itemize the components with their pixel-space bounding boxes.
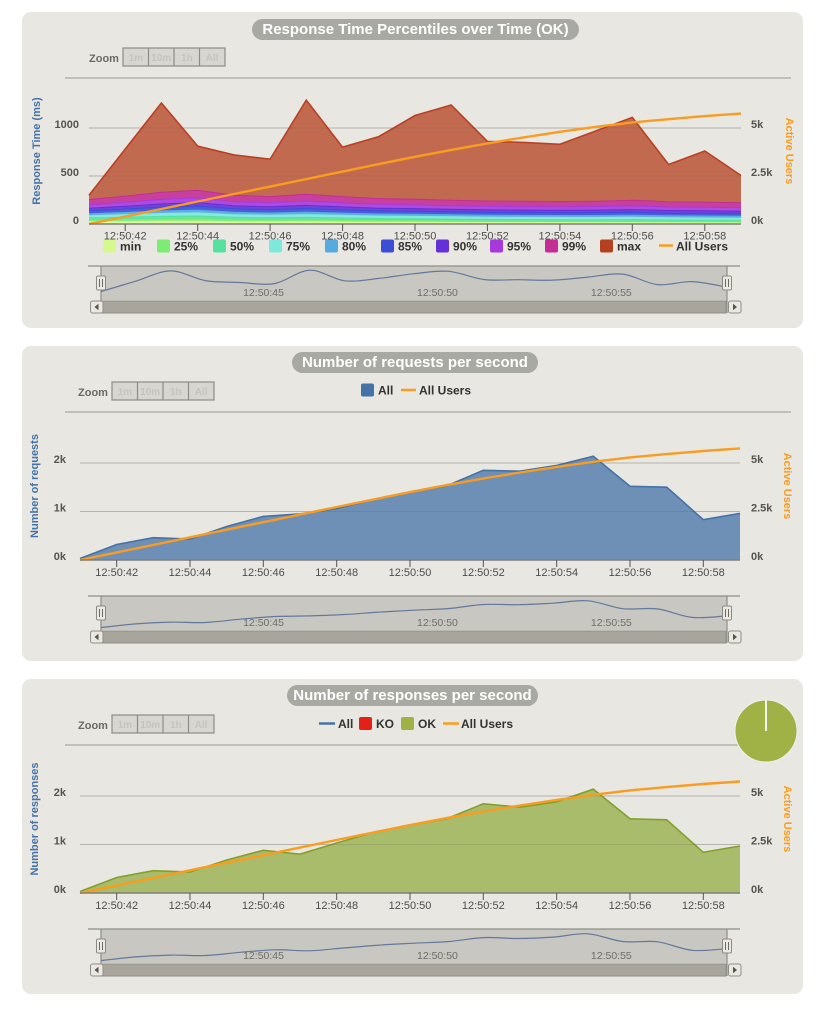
svg-text:12:50:58: 12:50:58 <box>682 567 725 579</box>
svg-text:12:50:48: 12:50:48 <box>315 900 358 912</box>
svg-text:12:50:50: 12:50:50 <box>389 900 432 912</box>
svg-text:12:50:46: 12:50:46 <box>249 231 292 243</box>
svg-text:0k: 0k <box>54 551 67 563</box>
svg-text:75%: 75% <box>286 240 310 254</box>
svg-text:1m: 1m <box>129 53 144 64</box>
svg-text:Zoom: Zoom <box>89 53 119 65</box>
svg-text:12:50:52: 12:50:52 <box>462 567 505 579</box>
svg-text:max: max <box>617 240 641 254</box>
svg-text:5k: 5k <box>751 787 764 799</box>
svg-text:12:50:50: 12:50:50 <box>389 567 432 579</box>
svg-text:All Users: All Users <box>419 384 471 398</box>
svg-text:90%: 90% <box>453 240 477 254</box>
svg-text:12:50:58: 12:50:58 <box>683 231 726 243</box>
svg-text:min: min <box>120 240 141 254</box>
svg-text:Response Time (ms): Response Time (ms) <box>31 97 43 205</box>
svg-text:KO: KO <box>376 717 394 731</box>
svg-text:12:50:42: 12:50:42 <box>95 900 138 912</box>
svg-text:All: All <box>195 720 208 731</box>
svg-text:OK: OK <box>418 717 436 731</box>
svg-text:All: All <box>195 387 208 398</box>
svg-text:12:50:44: 12:50:44 <box>169 900 212 912</box>
svg-text:Number of requests: Number of requests <box>29 434 41 538</box>
svg-text:10m: 10m <box>151 53 171 64</box>
svg-text:0k: 0k <box>54 884 67 896</box>
svg-text:Zoom: Zoom <box>78 387 108 399</box>
svg-text:1m: 1m <box>118 387 133 398</box>
svg-text:1k: 1k <box>54 836 67 848</box>
svg-text:Zoom: Zoom <box>78 720 108 732</box>
svg-text:12:50:48: 12:50:48 <box>315 567 358 579</box>
svg-text:50%: 50% <box>230 240 254 254</box>
svg-text:Number of responses: Number of responses <box>29 762 41 875</box>
svg-text:Active Users: Active Users <box>781 453 793 520</box>
svg-text:12:50:55: 12:50:55 <box>591 950 632 962</box>
svg-text:0k: 0k <box>751 884 764 896</box>
svg-text:12:50:55: 12:50:55 <box>591 617 632 629</box>
svg-text:All: All <box>206 53 219 64</box>
svg-text:2k: 2k <box>54 787 67 799</box>
svg-text:0k: 0k <box>751 551 764 563</box>
svg-text:12:50:52: 12:50:52 <box>462 900 505 912</box>
svg-text:10m: 10m <box>140 387 160 398</box>
svg-text:12:50:56: 12:50:56 <box>609 900 652 912</box>
svg-text:Number of responses per second: Number of responses per second <box>293 687 531 704</box>
svg-text:Active Users: Active Users <box>781 786 793 853</box>
svg-text:1h: 1h <box>170 387 182 398</box>
svg-text:All: All <box>378 384 393 398</box>
svg-text:12:50:58: 12:50:58 <box>682 900 725 912</box>
svg-text:5k: 5k <box>751 454 764 466</box>
svg-text:10m: 10m <box>140 720 160 731</box>
svg-text:99%: 99% <box>562 240 586 254</box>
svg-text:85%: 85% <box>398 240 422 254</box>
svg-text:12:50:46: 12:50:46 <box>242 900 285 912</box>
svg-text:Response Time Percentiles over: Response Time Percentiles over Time (OK) <box>262 21 568 38</box>
svg-text:1h: 1h <box>181 53 193 64</box>
svg-text:2.5k: 2.5k <box>751 503 773 515</box>
svg-text:Active Users: Active Users <box>783 118 795 185</box>
svg-text:12:50:45: 12:50:45 <box>243 950 284 962</box>
svg-text:25%: 25% <box>174 240 198 254</box>
svg-text:12:50:46: 12:50:46 <box>242 567 285 579</box>
svg-text:12:50:54: 12:50:54 <box>535 900 578 912</box>
svg-text:2.5k: 2.5k <box>751 836 773 848</box>
svg-text:12:50:54: 12:50:54 <box>535 567 578 579</box>
svg-text:All: All <box>338 717 353 731</box>
svg-text:12:50:56: 12:50:56 <box>609 567 652 579</box>
svg-text:12:50:50: 12:50:50 <box>417 950 458 962</box>
svg-text:12:50:42: 12:50:42 <box>104 231 147 243</box>
svg-text:12:50:44: 12:50:44 <box>169 567 212 579</box>
svg-text:95%: 95% <box>507 240 531 254</box>
svg-text:12:50:56: 12:50:56 <box>611 231 654 243</box>
svg-text:12:50:45: 12:50:45 <box>243 617 284 629</box>
svg-text:1h: 1h <box>170 720 182 731</box>
svg-text:12:50:55: 12:50:55 <box>591 287 632 299</box>
svg-text:0k: 0k <box>751 215 764 227</box>
svg-text:0: 0 <box>73 215 79 227</box>
svg-text:Number of requests per second: Number of requests per second <box>302 354 528 371</box>
svg-text:12:50:44: 12:50:44 <box>176 231 219 243</box>
svg-text:1k: 1k <box>54 503 67 515</box>
svg-text:12:50:50: 12:50:50 <box>394 231 437 243</box>
svg-text:All Users: All Users <box>676 240 728 254</box>
svg-text:12:50:50: 12:50:50 <box>417 617 458 629</box>
svg-text:12:50:45: 12:50:45 <box>243 287 284 299</box>
svg-text:12:50:42: 12:50:42 <box>95 567 138 579</box>
svg-text:1000: 1000 <box>55 119 79 131</box>
svg-text:5k: 5k <box>751 119 764 131</box>
svg-text:All Users: All Users <box>461 717 513 731</box>
svg-text:2.5k: 2.5k <box>751 167 773 179</box>
svg-text:2k: 2k <box>54 454 67 466</box>
svg-text:80%: 80% <box>342 240 366 254</box>
svg-text:500: 500 <box>61 167 79 179</box>
svg-text:12:50:50: 12:50:50 <box>417 287 458 299</box>
svg-text:1m: 1m <box>118 720 133 731</box>
